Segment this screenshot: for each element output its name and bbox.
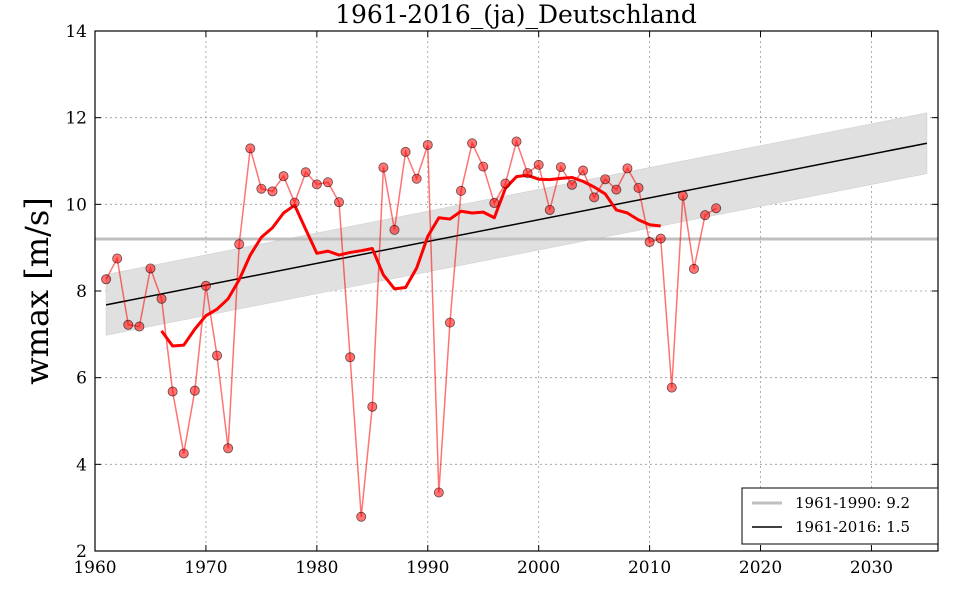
annual-value-point [655,233,666,244]
annual-value-point [422,139,433,150]
annual-value-point [112,253,123,264]
annual-value-point [478,161,489,172]
annual-value-point [489,198,500,209]
annual-value-point [101,274,112,285]
trend-line [105,142,928,306]
y-tick-label: 4 [76,455,87,475]
annual-value-point [600,174,611,185]
annual-value-point [300,167,311,178]
annual-value-point [711,203,722,214]
annual-value-point [256,183,267,194]
annual-value-point [245,143,256,154]
annual-value-point [145,263,156,274]
annual-value-point [700,210,711,221]
annual-value-point [289,197,300,208]
annual-value-point [356,511,367,522]
x-tick-label: 2000 [517,558,560,578]
annual-value-point [167,386,178,397]
annual-value-point [456,185,467,196]
annual-value-point [578,165,589,176]
annual-value-point [444,317,455,328]
legend: 1961-1990: 9.2 1961-2016: 1.5 [741,487,939,545]
annual-value-point [189,385,200,396]
legend-box [741,487,939,545]
x-tick-label: 1990 [406,558,449,578]
axes: 1960 1970 1980 1990 2000 2010 2020 2030 2 4 6 8 10 12… [65,22,939,578]
annual-value-point [611,184,622,195]
y-tick-label: 8 [76,282,87,302]
annual-value-point [378,162,389,173]
annual-value-point [533,159,544,170]
annual-value-point [223,443,234,454]
annual-value-point [334,197,345,208]
annual-value-point [511,136,522,147]
annual-value-point [389,224,400,235]
annual-value-point [633,182,644,193]
annual-value-point [467,138,478,149]
x-tick-label: 1960 [73,558,116,578]
annual-value-point [267,186,278,197]
annual-value-point [278,171,289,182]
annual-value-point [566,179,577,190]
annual-value-point [622,163,633,174]
annual-value-point [500,178,511,189]
annual-value-point [589,192,600,203]
annual-value-point [200,280,211,291]
x-tick-label: 2030 [850,558,893,578]
y-tick-label: 6 [76,369,87,389]
annual-value-point [178,448,189,459]
annual-value-point [544,204,555,215]
y-tick-label: 2 [76,542,87,562]
annual-value-point [688,263,699,274]
chart-title: 1961-2016_(ja)_Deutschland [335,0,697,29]
x-tick-label: 2020 [739,558,782,578]
annual-value-point [156,293,167,304]
annual-value-point [522,168,533,179]
x-tick-label: 1970 [184,558,227,578]
annual-value-point [212,350,223,361]
y-tick-label: 14 [65,22,87,42]
y-tick-label: 10 [65,195,87,215]
plot-area [95,31,938,551]
annual-value-point [411,173,422,184]
annual-value-point [677,190,688,201]
annual-value-point [123,319,134,330]
annual-value-point [345,352,356,363]
running-mean-line [160,173,661,348]
annual-value-point [644,237,655,248]
annual-value-point [666,382,677,393]
legend-trend-label: 1961-2016: 1.5 [795,518,910,536]
annual-value-point [433,487,444,498]
annual-value-point [234,239,245,250]
x-tick-label: 1980 [295,558,338,578]
annual-value-point [400,146,411,157]
annual-value-point [311,179,322,190]
annual-value-point [322,177,333,188]
y-tick-label: 12 [65,109,87,129]
annual-value-point [134,321,145,332]
annual-value-point [367,401,378,412]
y-axis-label: wmax [m/s] [18,197,56,385]
legend-reference-label: 1961-1990: 9.2 [795,494,910,512]
annual-value-point [555,162,566,173]
x-tick-label: 2010 [628,558,671,578]
